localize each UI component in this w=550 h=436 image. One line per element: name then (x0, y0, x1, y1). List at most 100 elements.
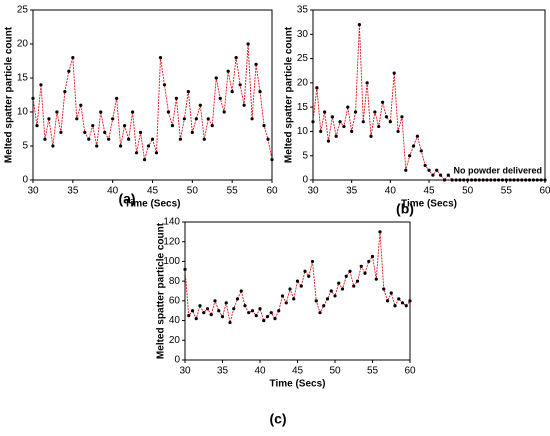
data-point (350, 129, 354, 134)
data-point (205, 307, 210, 311)
data-line (184, 231, 411, 323)
x-tick-label: 30 (179, 366, 191, 377)
caption: (a) (118, 191, 135, 207)
data-point (91, 124, 95, 128)
data-point (462, 178, 466, 182)
data-point (194, 317, 198, 321)
y-tick-label: 100 (163, 256, 180, 267)
data-point (213, 299, 217, 303)
data-point (226, 69, 230, 73)
x-tick-label: 40 (107, 186, 119, 197)
data-point (396, 129, 400, 134)
data-point (450, 178, 454, 182)
data-point (374, 277, 378, 281)
data-point (435, 168, 439, 172)
data-point (247, 311, 251, 315)
data-point (404, 304, 408, 308)
y-tick-label: 10 (297, 126, 309, 137)
data-point (158, 56, 163, 60)
data-point (209, 313, 213, 317)
data-point (344, 274, 348, 278)
x-axis-label: Time (Secs) (125, 199, 181, 210)
data-point (202, 137, 206, 141)
data-point (186, 90, 190, 94)
x-tick-label: 40 (254, 366, 266, 377)
data-point (473, 178, 477, 182)
data-point (206, 117, 210, 121)
x-tick-label: 40 (385, 186, 397, 197)
data-point (397, 297, 401, 301)
y-tick-label: 20 (169, 335, 181, 346)
data-point (258, 307, 262, 311)
data-point (292, 297, 296, 301)
data-point (67, 69, 71, 73)
data-point (234, 56, 238, 60)
data-point (242, 103, 246, 107)
data-point (439, 173, 443, 177)
data-point (55, 110, 59, 114)
data-point (79, 103, 83, 107)
data-point (359, 264, 363, 268)
y-tick-label: 5 (22, 141, 28, 152)
data-point (325, 297, 330, 301)
data-point (497, 178, 501, 182)
data-point (254, 314, 258, 318)
y-tick-label: 120 (163, 236, 180, 247)
data-point (454, 178, 458, 182)
y-tick-label: 20 (17, 39, 29, 50)
data-point (367, 259, 371, 264)
data-point (51, 144, 55, 148)
data-point (427, 168, 431, 172)
data-point (239, 289, 243, 293)
data-point (527, 178, 532, 182)
data-point (373, 110, 377, 114)
y-axis-label: Melted spatter particle count (4, 26, 15, 163)
data-point (262, 318, 266, 323)
y-tick-label: 15 (297, 102, 309, 113)
y-tick-label: 35 (297, 5, 309, 16)
data-point (338, 120, 342, 124)
y-tick-label: 20 (297, 77, 309, 88)
data-point (333, 294, 337, 298)
data-point (35, 124, 39, 128)
data-point (363, 271, 367, 275)
data-point (337, 281, 341, 285)
data-point (63, 90, 67, 94)
data-point (284, 301, 288, 305)
y-tick-label: 60 (169, 295, 181, 306)
data-point (340, 287, 345, 291)
data-point (277, 309, 281, 313)
data-point (187, 314, 191, 318)
data-point (326, 139, 331, 143)
data-point (411, 144, 416, 148)
x-axis-label: Time (Secs) (401, 199, 457, 210)
data-point (119, 144, 123, 148)
data-point (539, 178, 543, 182)
data-point (378, 230, 382, 234)
data-point (75, 117, 79, 121)
data-point (146, 144, 151, 148)
data-point (516, 178, 520, 182)
data-point (361, 120, 365, 124)
data-point (95, 144, 99, 148)
x-tick-label: 35 (67, 186, 79, 197)
data-point (408, 154, 412, 158)
data-point (520, 178, 524, 182)
y-tick-label: 15 (17, 73, 29, 84)
data-point (318, 311, 322, 315)
data-point (329, 289, 333, 293)
data-point (384, 115, 389, 119)
x-tick-label: 60 (266, 186, 278, 197)
data-point (369, 134, 373, 138)
data-point (190, 130, 194, 134)
data-point (346, 105, 350, 109)
data-point (270, 158, 274, 162)
data-point (458, 178, 462, 182)
x-tick-label: 50 (329, 366, 341, 377)
data-point (228, 320, 232, 325)
x-tick-label: 45 (147, 186, 159, 197)
data-point (512, 178, 516, 182)
y-tick-label: 0 (174, 355, 180, 366)
data-point (389, 291, 393, 295)
annotation: No powder delivered (453, 165, 542, 175)
